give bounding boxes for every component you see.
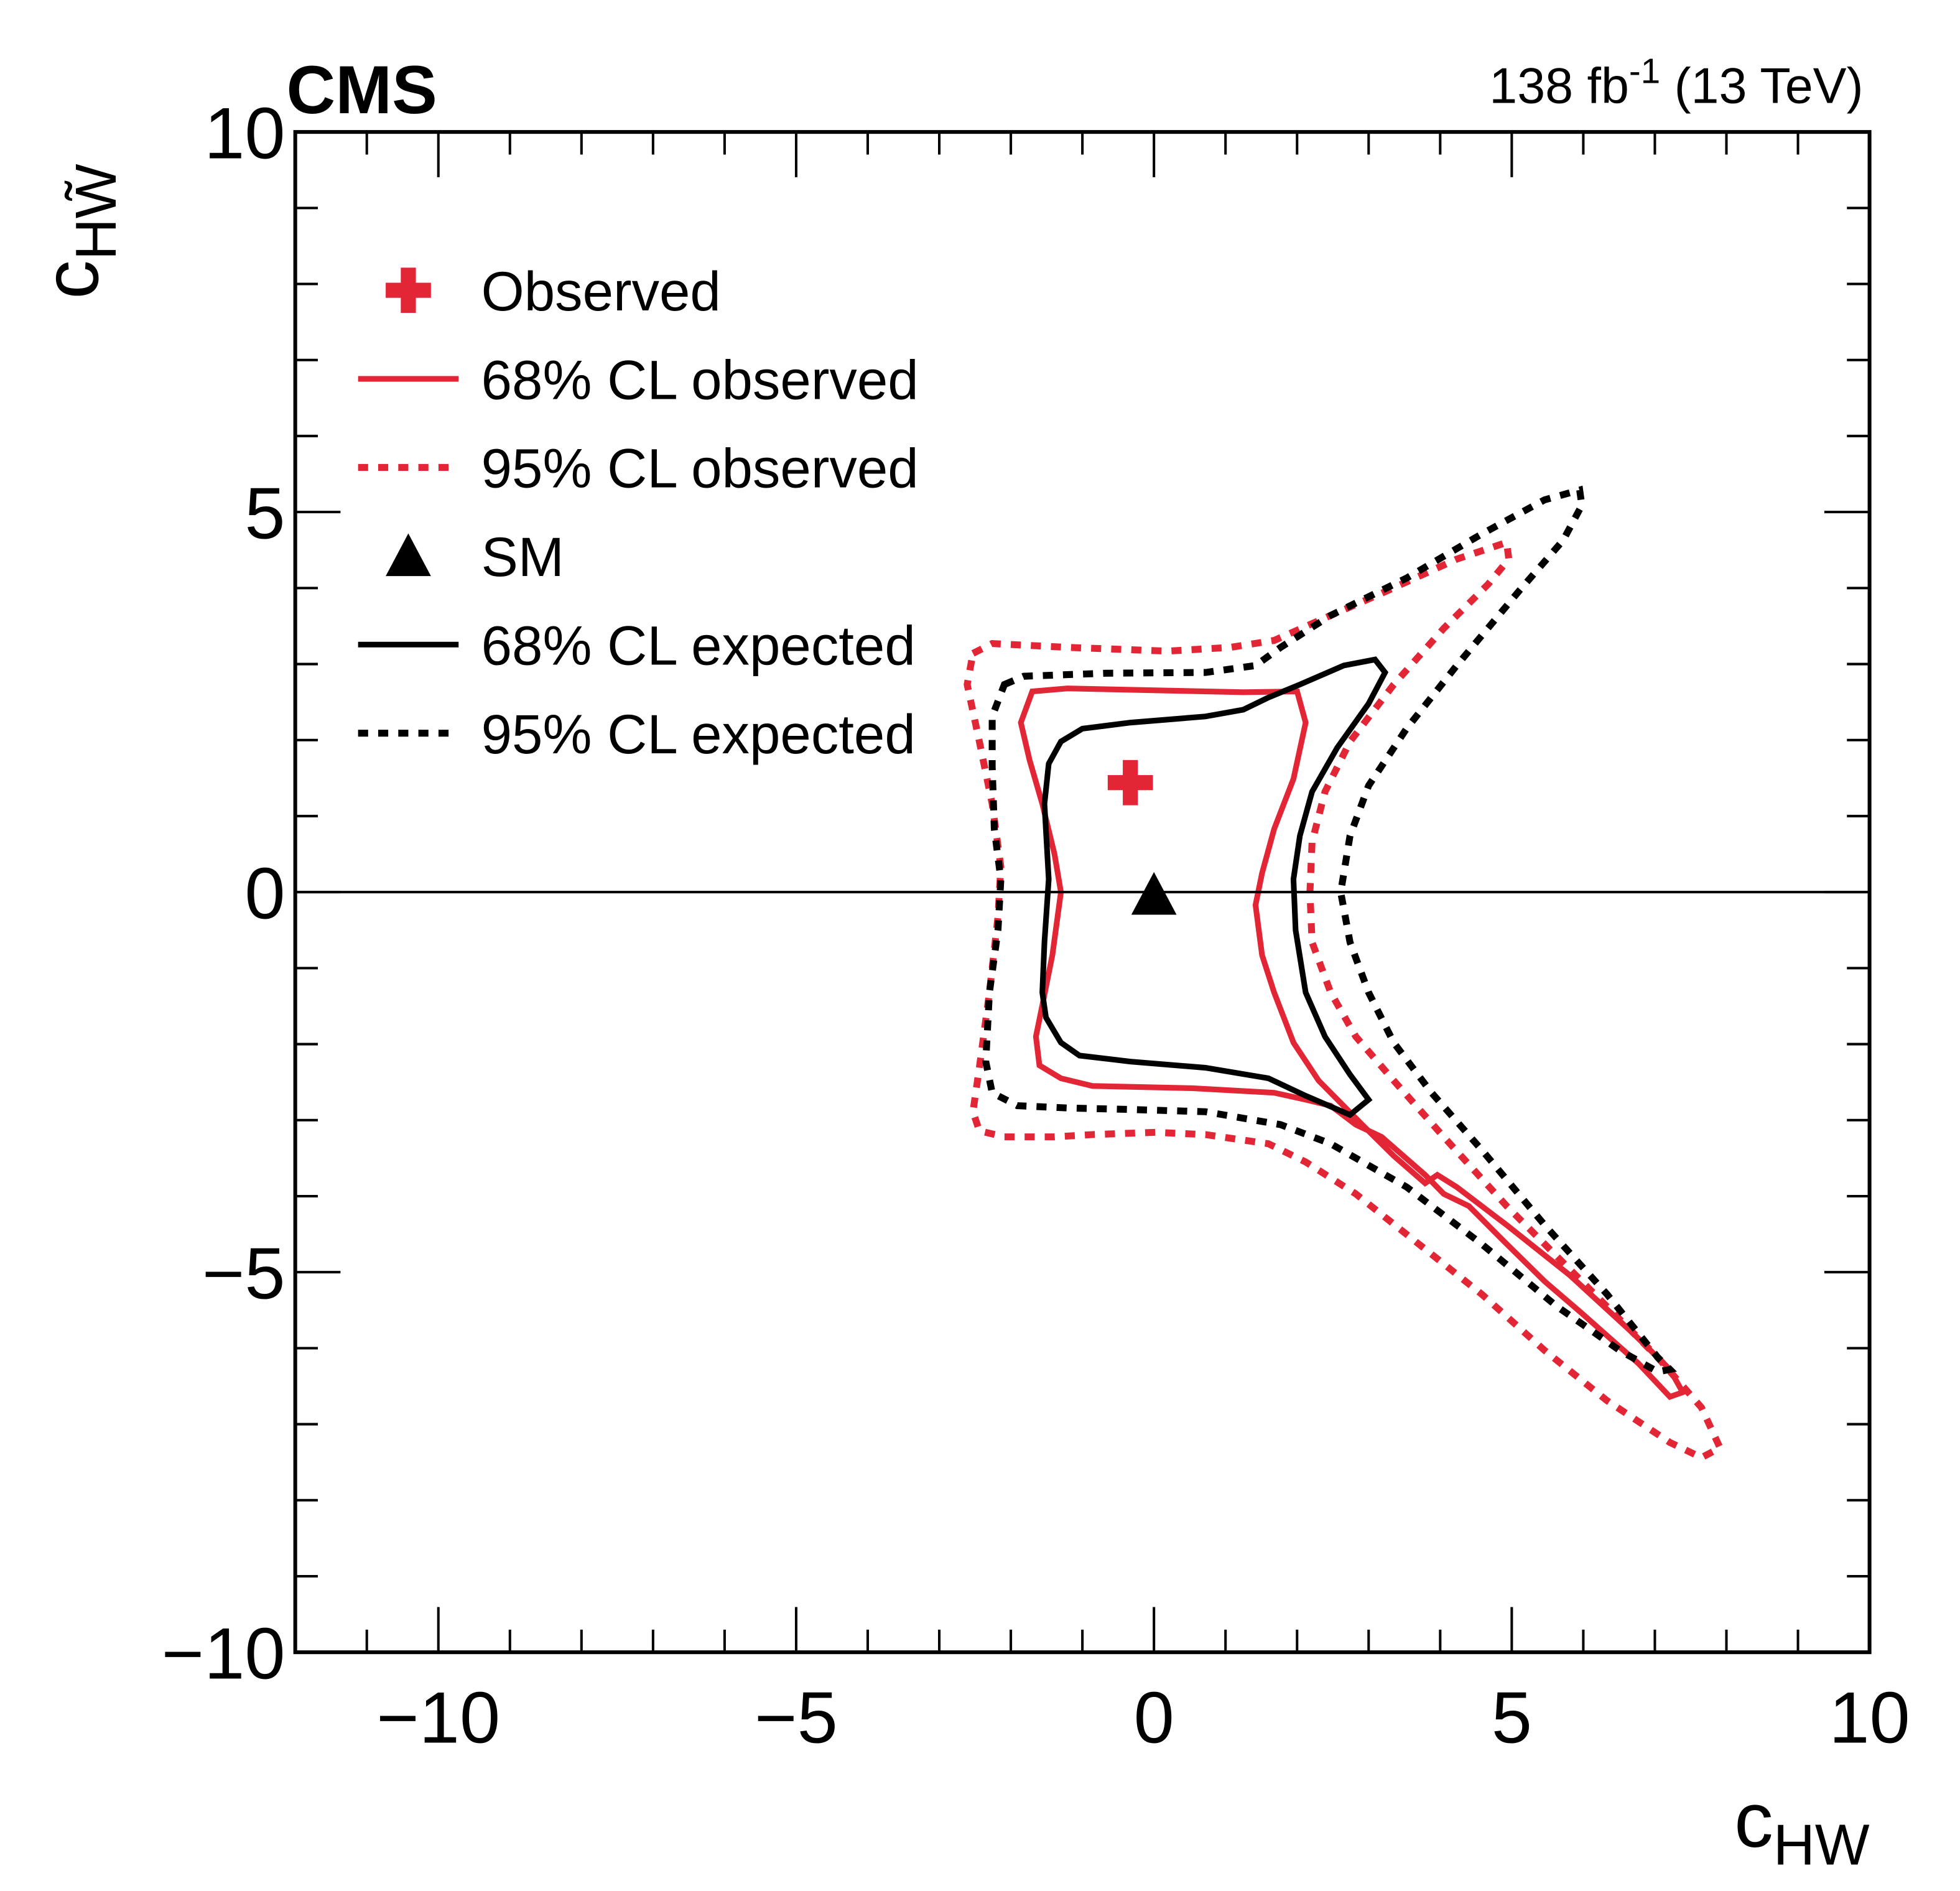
y-tick-label: 10 bbox=[204, 93, 285, 174]
y-tick-label: −5 bbox=[202, 1233, 286, 1314]
lumi-label: 138 fb-1 (13 TeV) bbox=[1489, 51, 1863, 114]
legend-entry: Observed bbox=[386, 261, 721, 322]
legend-entry: SM bbox=[386, 526, 564, 588]
lumi-value: 138 fb bbox=[1489, 58, 1629, 114]
legend-entry: 68% CL observed bbox=[358, 349, 919, 411]
x-tick-label: 10 bbox=[1829, 1677, 1910, 1759]
legend-label: Observed bbox=[481, 261, 721, 322]
contour-68-cl-observed bbox=[1018, 685, 1687, 1400]
legend-entry: 95% CL expected bbox=[358, 704, 916, 765]
contour-95-cl-expected bbox=[982, 485, 1677, 1376]
x-axis-title-main: c bbox=[1734, 1777, 1773, 1864]
x-axis-title-sub: HW bbox=[1773, 1813, 1870, 1877]
x-tick-label: −5 bbox=[755, 1677, 838, 1759]
y-tick-label: −10 bbox=[162, 1613, 286, 1694]
contours-layer bbox=[964, 485, 1725, 1462]
legend-label: 68% CL expected bbox=[481, 615, 916, 677]
legend-label: 95% CL observed bbox=[481, 438, 919, 499]
cross-v bbox=[401, 267, 416, 313]
y-axis-title-main: c bbox=[28, 260, 115, 299]
markers-layer bbox=[1107, 760, 1177, 915]
observed-point-marker bbox=[1107, 760, 1153, 806]
legend-label: SM bbox=[481, 526, 564, 588]
plot-frame bbox=[293, 130, 1872, 1655]
x-tick-label: 0 bbox=[1134, 1677, 1174, 1759]
x-axis-title: cHW bbox=[1734, 1777, 1870, 1877]
x-tick-label: −10 bbox=[376, 1677, 500, 1759]
cms-label: CMS bbox=[287, 52, 437, 128]
axis-ticks bbox=[294, 131, 1871, 1654]
contour-95-cl-observed bbox=[964, 537, 1725, 1462]
legend-entry: 68% CL expected bbox=[358, 615, 916, 677]
sm-point-triangle bbox=[1131, 871, 1177, 915]
y-axis-title-sub: HW̃ bbox=[63, 164, 128, 260]
y-tick-label: 5 bbox=[244, 473, 285, 554]
legend: Observed 68% CL observed 95% CL observed SM… bbox=[358, 261, 919, 765]
lumi-energy: (13 TeV) bbox=[1660, 58, 1863, 114]
lumi-exponent: -1 bbox=[1629, 51, 1660, 90]
legend-label: 95% CL expected bbox=[481, 704, 916, 765]
legend-label: 68% CL observed bbox=[481, 349, 919, 411]
legend-cross-icon bbox=[386, 267, 431, 313]
contour-68-cl-expected bbox=[1039, 656, 1389, 1118]
y-axis-title: cHW̃ bbox=[28, 164, 128, 299]
legend-entry: 95% CL observed bbox=[358, 438, 919, 499]
legend-triangle-icon bbox=[386, 533, 431, 577]
x-tick-label: 5 bbox=[1492, 1677, 1532, 1759]
tick-labels: −10 −5 0 5 10 −10 −5 0 5 10 bbox=[162, 93, 1910, 1759]
y-tick-label: 0 bbox=[244, 853, 285, 934]
cross-v bbox=[1123, 760, 1138, 806]
